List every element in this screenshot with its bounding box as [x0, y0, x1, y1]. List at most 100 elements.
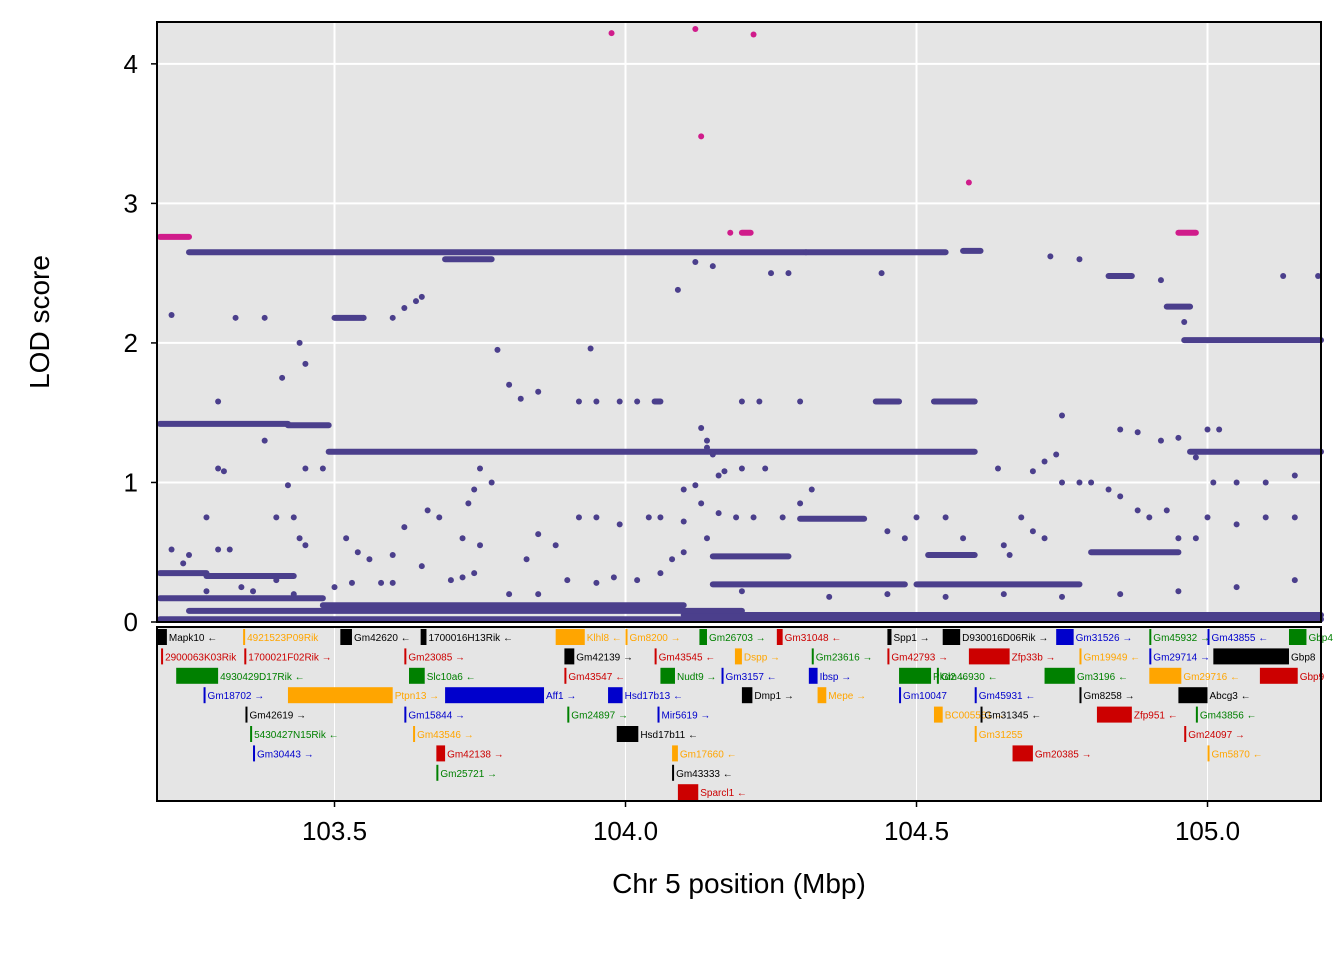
- lod-point: [1291, 514, 1298, 521]
- lod-point: [657, 570, 664, 577]
- gene-label: Gm42620 ←: [354, 633, 411, 644]
- lod-point: [1192, 535, 1199, 542]
- lod-point: [738, 398, 745, 405]
- lod-point: [698, 133, 705, 140]
- lod-point: [593, 514, 600, 521]
- gene-bar: [608, 687, 623, 704]
- lod-point: [1088, 479, 1095, 486]
- lod-point: [709, 263, 716, 270]
- y-tick-label: 4: [124, 49, 138, 79]
- lod-point: [703, 535, 710, 542]
- gene-bar: [1096, 706, 1132, 723]
- gene-bar: [404, 706, 407, 723]
- x-axis-title: Chr 5 position (Mbp): [612, 868, 866, 899]
- lod-point: [1280, 272, 1287, 279]
- lod-point: [692, 482, 699, 489]
- lod-point: [1262, 479, 1269, 486]
- gene-bar: [1259, 667, 1298, 684]
- lod-point: [1000, 591, 1007, 598]
- lod-point: [1076, 256, 1083, 263]
- gene-bar: [1079, 687, 1082, 704]
- gene-label: Gm43546 →: [417, 730, 474, 741]
- lod-point: [1315, 272, 1322, 279]
- lod-point: [797, 500, 804, 507]
- gene-bar: [672, 764, 675, 781]
- lod-point: [1175, 588, 1182, 595]
- y-tick-label: 3: [124, 188, 138, 218]
- lod-point: [1134, 429, 1141, 436]
- gene-bar: [445, 687, 545, 704]
- gene-bar: [734, 648, 742, 665]
- gene-bar: [203, 687, 206, 704]
- lod-point: [378, 579, 385, 586]
- gene-bar: [887, 648, 890, 665]
- lod-point: [290, 591, 297, 598]
- lod-point: [261, 314, 268, 321]
- lod-point: [802, 249, 809, 256]
- lod-point: [535, 531, 542, 538]
- gene-label: Abcg3 ←: [1210, 691, 1251, 702]
- gene-bar: [980, 706, 983, 723]
- gene-label: Gm26703 →: [709, 633, 766, 644]
- lod-point: [1233, 479, 1240, 486]
- lod-point: [1210, 479, 1217, 486]
- lod-point: [657, 514, 664, 521]
- lod-point: [826, 593, 833, 600]
- lod-point: [168, 546, 175, 553]
- lod-point: [418, 293, 425, 300]
- gene-label: Gbp9: [1300, 672, 1325, 683]
- lod-point: [354, 549, 361, 556]
- lod-point: [1233, 584, 1240, 591]
- lod-point: [506, 591, 513, 598]
- gene-label: Gm42793 →: [891, 652, 948, 663]
- lod-point: [669, 556, 676, 563]
- lod-point: [180, 560, 187, 567]
- gene-label: Klhl8 ←: [587, 633, 622, 644]
- gene-label: Gm8258 →: [1083, 691, 1134, 702]
- lod-point: [447, 577, 454, 584]
- gene-panel-border: [156, 626, 1322, 802]
- lod-point: [1204, 426, 1211, 433]
- lod-point: [226, 546, 233, 553]
- gene-label: Gm46930 ←: [941, 672, 998, 683]
- x-tick-label: 104.5: [884, 816, 949, 846]
- lod-point: [1076, 479, 1083, 486]
- lod-point: [296, 535, 303, 542]
- lod-point: [808, 486, 815, 493]
- gene-label: 2900063K03Rik: [165, 652, 237, 663]
- lod-point: [1175, 434, 1182, 441]
- gene-bar: [660, 667, 675, 684]
- gene-bar: [808, 667, 818, 684]
- lod-point: [261, 437, 268, 444]
- lod-point: [401, 305, 408, 312]
- lod-point: [1192, 454, 1199, 461]
- gene-label: 1700016H13Rik ←: [428, 633, 513, 644]
- lod-point: [616, 398, 623, 405]
- lod-point: [634, 577, 641, 584]
- gene-bar: [404, 648, 407, 665]
- y-axis-title: LOD score: [24, 255, 55, 389]
- gene-bar: [420, 629, 427, 645]
- lod-point: [1146, 514, 1153, 521]
- lod-point: [762, 465, 769, 472]
- gene-label: Zfp33b →: [1012, 652, 1056, 663]
- lod-point: [389, 314, 396, 321]
- lod-point: [768, 270, 775, 277]
- gene-bar: [974, 726, 977, 742]
- lod-point: [756, 398, 763, 405]
- lod-point: [884, 528, 891, 535]
- lod-point: [1163, 507, 1170, 514]
- gene-bar: [1213, 648, 1289, 665]
- lod-point: [750, 31, 757, 38]
- gene-label: Gm30443 →: [257, 749, 314, 760]
- lod-point: [727, 229, 734, 236]
- lod-point: [587, 345, 594, 352]
- gene-bar: [567, 706, 570, 723]
- gene-label: Dmp1 →: [754, 691, 793, 702]
- gene-bar: [436, 764, 439, 781]
- lod-point: [1291, 472, 1298, 479]
- gene-label: 4930429D17Rik ←: [220, 672, 304, 683]
- x-tick-labels: 103.5 104.0 104.5 105.0: [302, 801, 1240, 846]
- lod-point: [750, 514, 757, 521]
- gene-label: Ibsp →: [820, 672, 852, 683]
